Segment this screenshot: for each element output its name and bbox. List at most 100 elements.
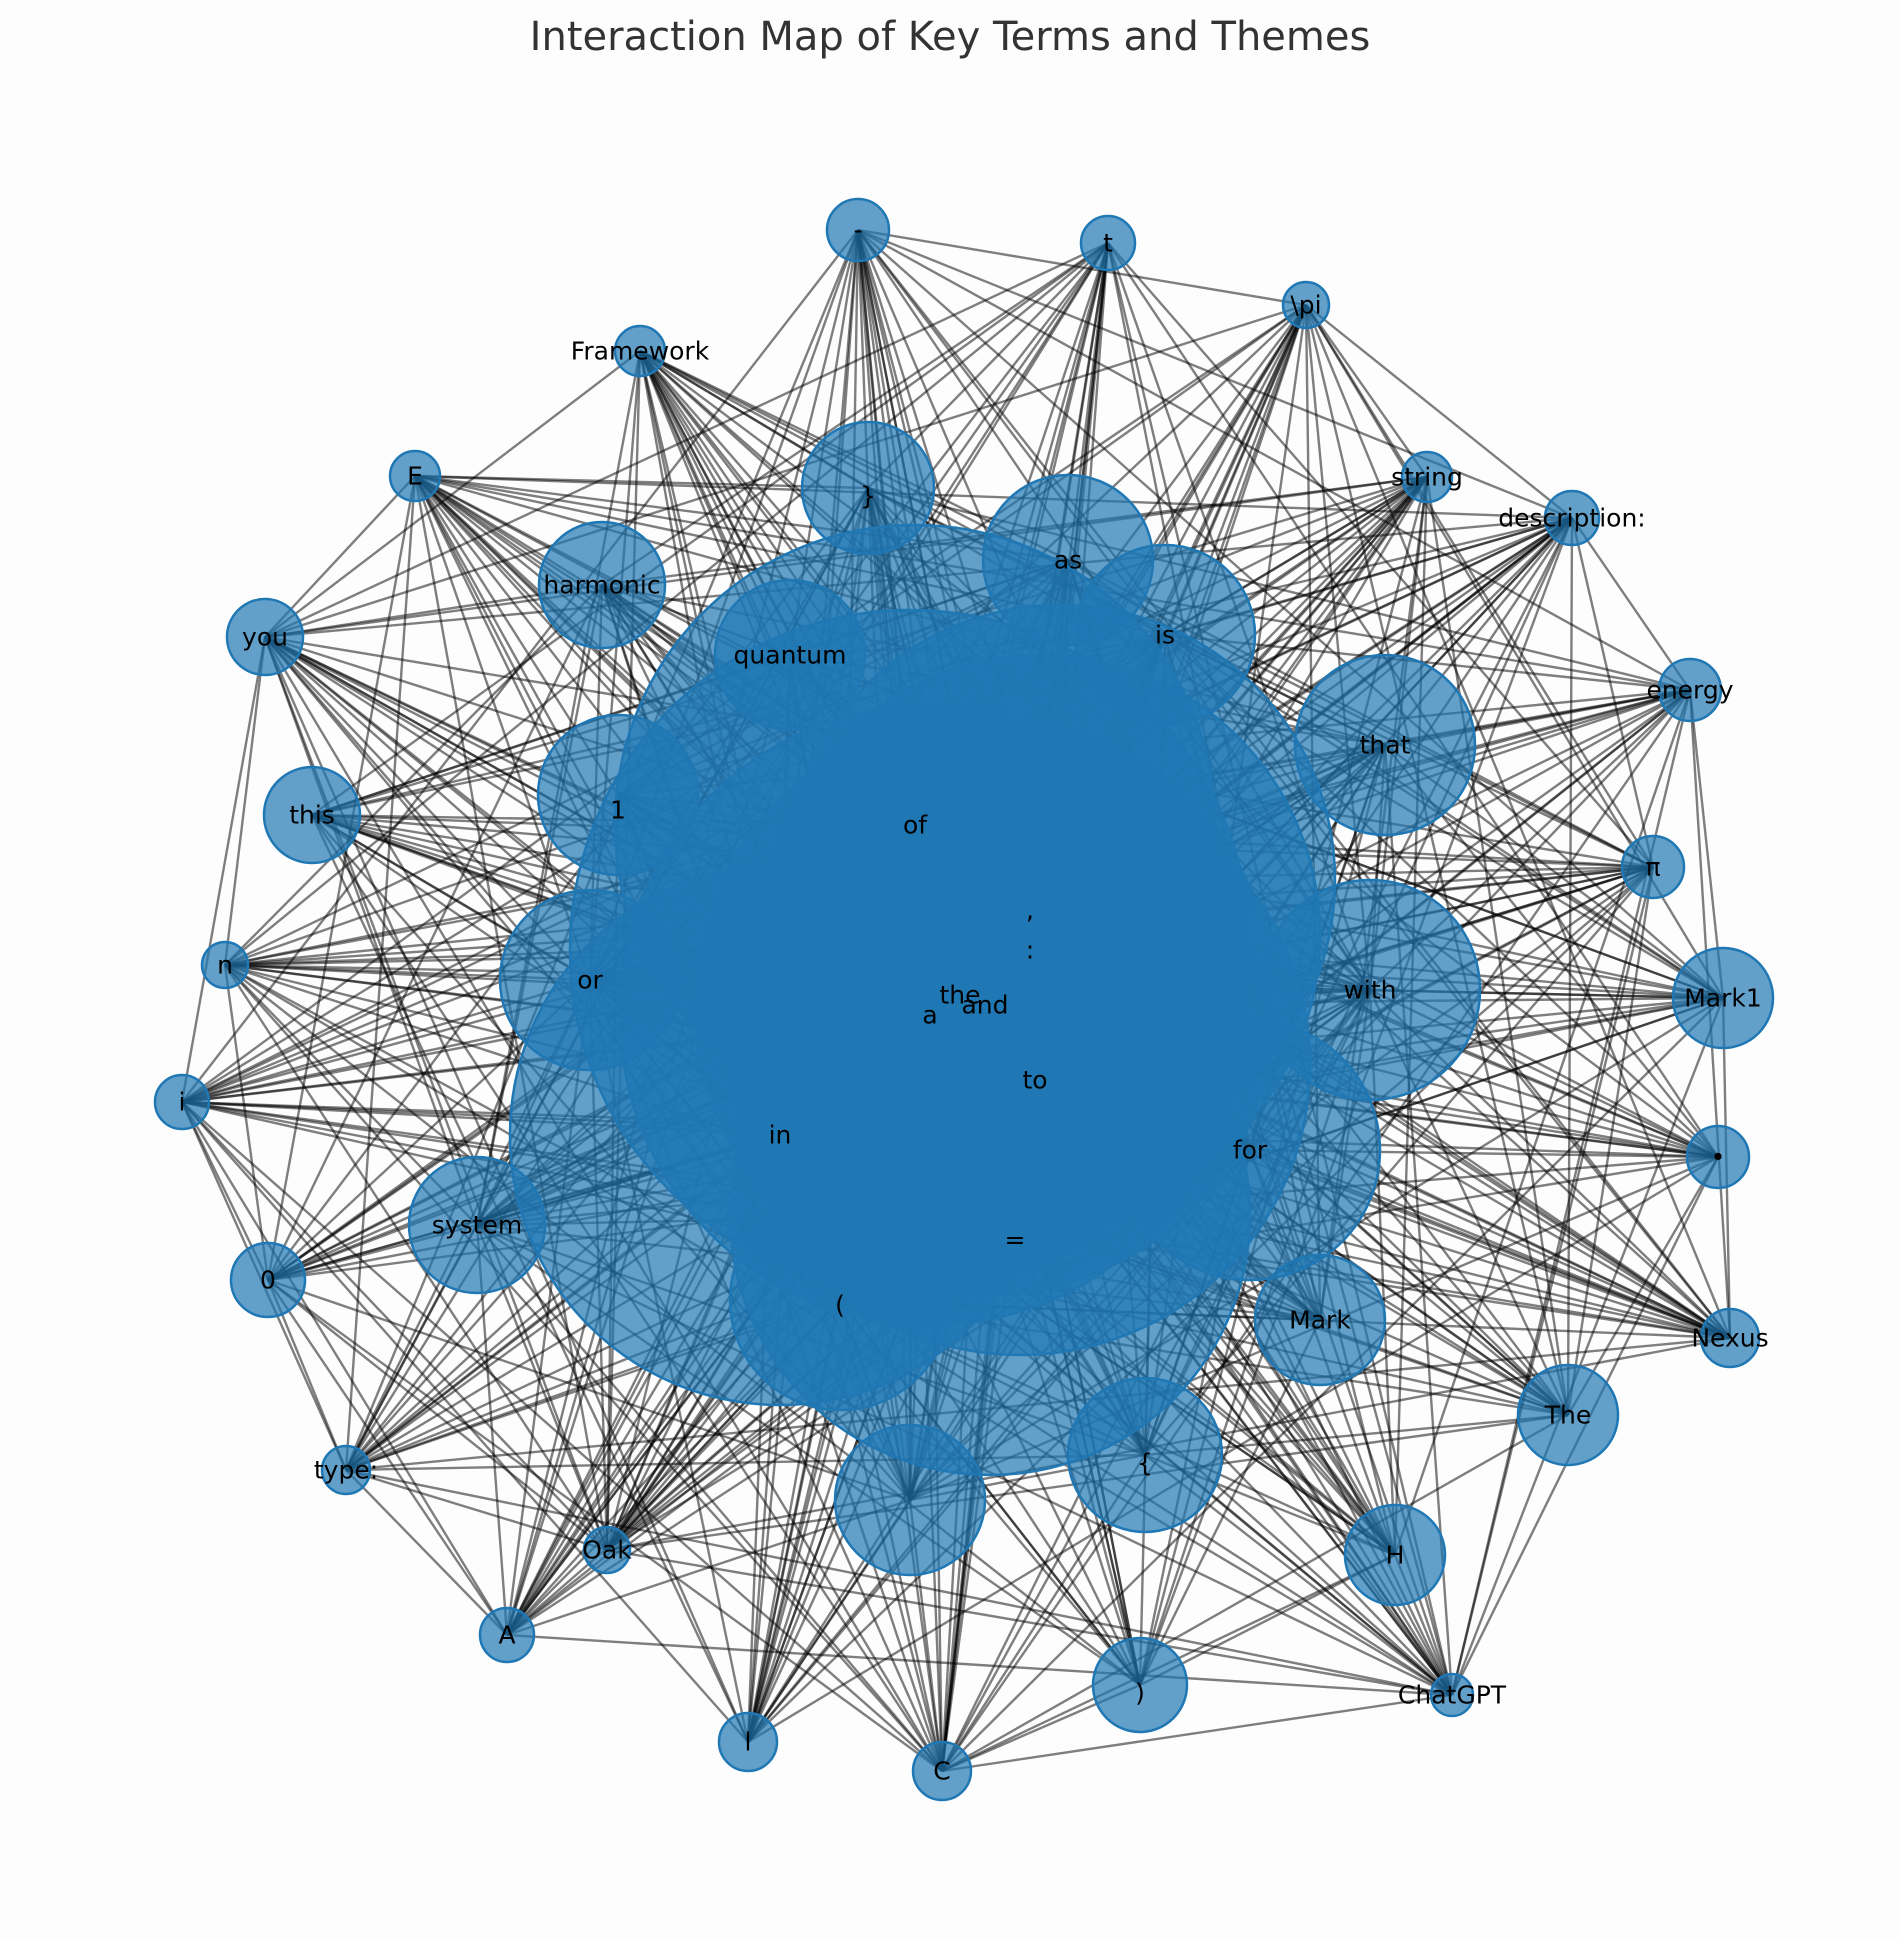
node-label-t: t [1103,229,1113,258]
node-type[interactable] [320,1444,372,1496]
node-bullet[interactable] [1685,1124,1751,1190]
node-mark1[interactable] [1671,946,1775,1050]
edge-h-energy [1393,689,1692,1556]
edge-n-t [224,242,1109,966]
node-label-a_cap: A [498,1621,515,1650]
edge-you-n [223,636,267,966]
node-label-framework: Framework [571,337,710,366]
node-this[interactable] [262,765,362,865]
edge-the_cap-c [941,1413,1569,1773]
node-harmonic[interactable] [537,520,667,650]
node-label-a: a [922,1001,937,1030]
node-label-c: C [933,1757,950,1786]
edge-zero-e [266,475,417,1281]
node-the[interactable] [568,608,1252,1292]
node-label-nexus: Nexus [1691,1324,1768,1353]
node-label-for: for [1233,1136,1268,1165]
node-c[interactable] [911,1740,973,1802]
node-label-or: or [577,966,603,995]
node-label-quantum: quantum [734,641,847,670]
node-label-mark1: Mark1 [1684,984,1762,1013]
node-label-the: the [939,981,980,1010]
node-t[interactable] [1079,214,1137,272]
edge-i-a_cap [180,1101,509,1636]
node-description[interactable] [1543,489,1601,547]
edge-the_cap-description [1566,517,1574,1416]
edge-pi_sym-t [1107,242,1654,868]
node-chatgpt[interactable] [1429,1672,1475,1718]
node-energy[interactable] [1657,657,1723,723]
node-framework[interactable] [613,324,667,378]
edge-type-a_cap [345,1469,508,1636]
node-label-h: H [1386,1541,1405,1570]
node-i[interactable] [153,1073,211,1131]
edge-bullet-l [747,1155,1719,1744]
node-label-energy: energy [1646,676,1733,705]
node-label-string: string [1391,463,1463,492]
node-e[interactable] [388,449,442,503]
node-you[interactable] [225,597,305,677]
node-pi_sym[interactable] [1620,834,1686,900]
edge-pi_sym-description [1570,517,1655,868]
edge-system-you [263,636,479,1226]
node-label-in: in [769,1121,792,1150]
edge-dash-pi_tex [857,228,1307,307]
node-label-you: you [242,623,288,652]
node-label-system: system [432,1211,522,1240]
edge-you-i [180,636,267,1103]
node-label-type: type: [314,1456,378,1485]
edge-the_cap-pi_tex [1304,304,1570,1416]
node-label-as: as [1054,546,1082,575]
node-rparen[interactable] [1091,1636,1189,1734]
nodes-layer [153,197,1775,1802]
edge-a_cap-chatgpt [506,1633,1453,1697]
node-the_cap[interactable] [1516,1363,1620,1467]
node-label-with: with [1343,976,1396,1005]
edge-mark1-chatgpt [1450,997,1725,1696]
node-label-zero: 0 [260,1266,276,1295]
node-l[interactable] [717,1711,779,1773]
edge-description-pi_tex [1305,304,1573,519]
node-label-rparen: ) [1135,1679,1145,1708]
edge-nexus-pi_tex [1304,304,1732,1339]
edge-type-chatgpt [345,1468,1453,1697]
node-label-rbrace: } [860,482,876,511]
node-string[interactable] [1400,450,1454,504]
node-label-is: is [1155,621,1175,650]
node-label-description: description: [1498,504,1645,533]
node-label-i: i [179,1088,186,1117]
edge-you-pi_tex [264,303,1307,639]
edge-zero-oak [267,1279,608,1551]
node-label-bullet: • [1711,1143,1726,1172]
edge-c-chatgpt [941,1693,1453,1773]
edge-this-t [311,242,1109,816]
node-label-of: of [903,811,928,840]
edge-the_cap-pi_sym [1566,866,1655,1416]
node-label-mark: Mark [1289,1306,1351,1335]
edge-blank-zero [267,1278,911,1502]
node-n[interactable] [200,940,250,990]
node-zero[interactable] [229,1241,307,1319]
node-label-pi_tex: \pi [1290,291,1321,320]
node-label-this: this [289,801,335,830]
edge-type-oak [345,1468,608,1552]
edge-energy-description [1571,517,1691,691]
node-pi_tex[interactable] [1281,280,1331,330]
node-oak[interactable] [582,1525,632,1575]
edge-pi_sym-pi_tex [1304,304,1655,868]
edge-dash-i [181,229,859,1103]
edge-i-l [181,1101,749,1743]
edge-e-type [344,475,417,1471]
edge-you-framework [264,350,641,638]
node-a_cap[interactable] [478,1606,536,1664]
edge-system-c [476,1224,943,1772]
node-nexus[interactable] [1699,1307,1761,1369]
node-label-harmonic: harmonic [543,571,660,600]
edge-dash-energy [857,228,1691,692]
node-label-dash: - [853,216,862,245]
node-dash[interactable] [825,197,891,263]
node-h[interactable] [1343,1503,1447,1607]
node-label-the_cap: The [1544,1401,1592,1430]
